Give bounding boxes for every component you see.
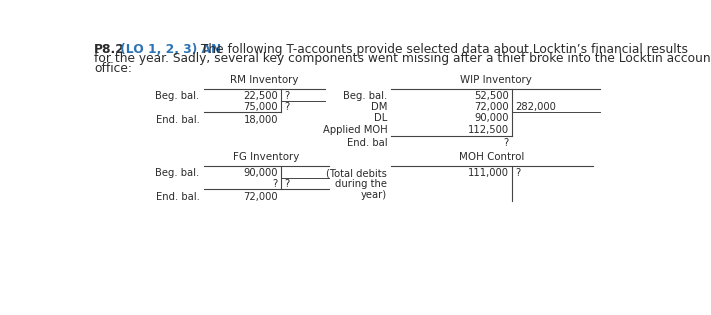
Text: ?: ? — [284, 179, 289, 189]
Text: DL: DL — [374, 113, 387, 123]
Text: Beg. bal.: Beg. bal. — [156, 91, 200, 101]
Text: Beg. bal.: Beg. bal. — [343, 91, 387, 101]
Text: year): year) — [361, 191, 387, 200]
Text: MOH Control: MOH Control — [459, 152, 525, 162]
Text: Applied MOH: Applied MOH — [323, 125, 387, 135]
Text: ?: ? — [284, 102, 289, 112]
Text: ?: ? — [515, 168, 520, 178]
Text: 72,000: 72,000 — [243, 192, 278, 202]
Text: office:: office: — [95, 62, 132, 75]
Text: End. bal.: End. bal. — [156, 192, 200, 202]
Text: 22,500: 22,500 — [243, 91, 278, 101]
Text: 75,000: 75,000 — [243, 102, 278, 112]
Text: FG Inventory: FG Inventory — [233, 152, 299, 162]
Text: ?: ? — [273, 179, 278, 189]
Text: 90,000: 90,000 — [243, 168, 278, 178]
Text: RM Inventory: RM Inventory — [230, 75, 299, 85]
Text: 111,000: 111,000 — [468, 168, 509, 178]
Text: ?: ? — [284, 91, 289, 101]
Text: ?: ? — [503, 138, 509, 148]
Text: End. bal: End. bal — [347, 138, 387, 148]
Text: 282,000: 282,000 — [515, 102, 556, 112]
Text: 112,500: 112,500 — [468, 125, 509, 135]
Text: P8.2: P8.2 — [95, 43, 125, 56]
Text: 52,500: 52,500 — [474, 91, 509, 101]
Text: Beg. bal.: Beg. bal. — [156, 168, 200, 178]
Text: 90,000: 90,000 — [474, 113, 509, 123]
Text: End. bal.: End. bal. — [156, 115, 200, 125]
Text: 18,000: 18,000 — [243, 115, 278, 125]
Text: for the year. Sadly, several key components went missing after a thief broke int: for the year. Sadly, several key compone… — [95, 52, 711, 66]
Text: DM: DM — [371, 102, 387, 112]
Text: during the: during the — [336, 179, 387, 189]
Text: The following T-accounts provide selected data about Locktin’s financial results: The following T-accounts provide selecte… — [197, 43, 688, 56]
Text: (LO 1, 2, 3) AN: (LO 1, 2, 3) AN — [116, 43, 221, 56]
Text: WIP Inventory: WIP Inventory — [460, 75, 532, 85]
Text: (Total debits: (Total debits — [326, 168, 387, 178]
Text: 72,000: 72,000 — [474, 102, 509, 112]
